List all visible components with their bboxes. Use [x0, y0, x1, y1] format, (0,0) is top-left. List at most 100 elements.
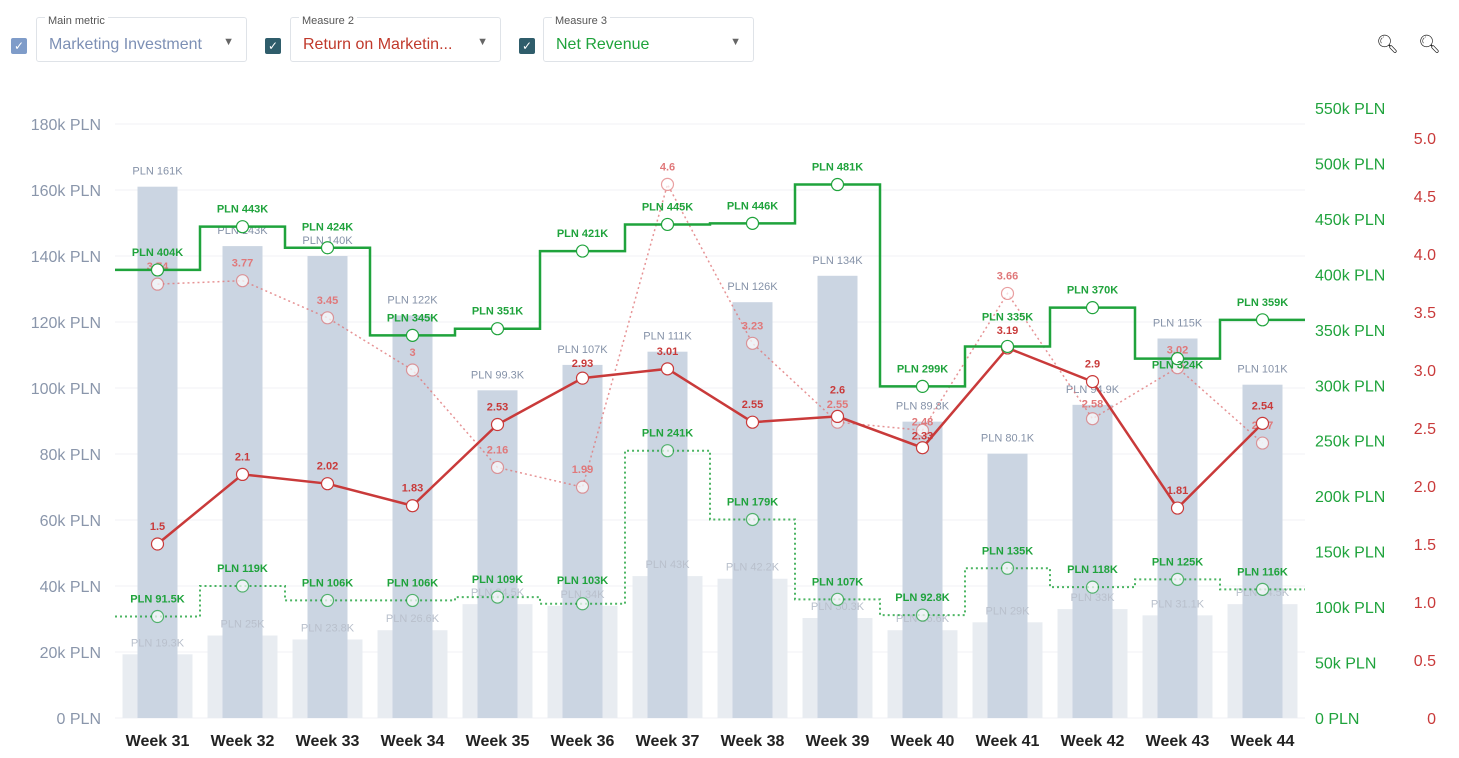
prev-investment-label: PLN 26.6K [386, 613, 440, 625]
measure3-select[interactable]: Measure 3 Net Revenue ▼ [543, 15, 754, 62]
x-axis-tick: Week 36 [551, 733, 615, 750]
prev-roi-point [575, 480, 590, 494]
main-metric-caption: Main metric [45, 15, 108, 27]
roi-point [745, 415, 760, 429]
investment-label: PLN 122K [387, 294, 438, 306]
net-revenue-point [745, 216, 760, 230]
left-axis-tick: 120k PLN [31, 315, 101, 332]
investment-label: PLN 115K [1153, 318, 1203, 330]
right-axis-green-tick: 350k PLN [1315, 323, 1385, 340]
measure2-checkbox[interactable]: ✓ [265, 38, 281, 54]
prev-net-revenue-point [1255, 582, 1270, 596]
prev-roi-label: 2.58 [1082, 399, 1103, 411]
net-revenue-point [915, 379, 930, 393]
right-axis-red-tick: 2.0 [1414, 479, 1436, 496]
investment-bar [987, 453, 1028, 718]
prev-roi-label: 3 [409, 347, 415, 359]
investment-label: PLN 140K [302, 235, 353, 247]
investment-label: PLN 126K [727, 281, 778, 293]
net-revenue-point [660, 217, 675, 232]
net-revenue-point [235, 220, 250, 234]
zoom-out-icon[interactable]: 🔍︎ [1418, 34, 1441, 54]
prev-roi-label: 3.45 [317, 295, 338, 307]
roi-label: 2.33 [912, 431, 933, 443]
right-axis-green-tick: 150k PLN [1315, 545, 1385, 562]
prev-net-revenue-label: PLN 116K [1237, 566, 1288, 578]
roi-label: 1.83 [402, 483, 423, 495]
prev-roi-point [235, 274, 250, 288]
x-axis-tick: Week 38 [721, 733, 785, 750]
left-axis-tick: 160k PLN [31, 183, 101, 200]
investment-label: PLN 94.9K [1066, 384, 1120, 396]
prev-investment-label: PLN 31.1K [1151, 598, 1205, 610]
net-revenue-point [1085, 301, 1100, 315]
prev-net-revenue-point [1085, 580, 1100, 594]
net-revenue-label: PLN 335K [982, 311, 1033, 323]
investment-bar [1242, 384, 1283, 718]
investment-label: PLN 134K [812, 255, 863, 267]
roi-label: 2.55 [742, 399, 763, 411]
x-axis-tick: Week 42 [1061, 733, 1125, 750]
prev-roi-point [1000, 286, 1015, 301]
net-revenue-point [575, 244, 590, 258]
roi-label: 1.5 [150, 521, 165, 533]
roi-line [156, 346, 1264, 545]
zoom-in-icon[interactable]: 🔍︎ [1376, 34, 1399, 54]
roi-label: 2.93 [572, 358, 593, 370]
prev-net-revenue-label: PLN 107K [812, 576, 863, 588]
main-metric-checkbox[interactable]: ✓ [11, 38, 27, 54]
net-revenue-label: PLN 404K [132, 247, 183, 259]
left-axis-tick: 80k PLN [40, 447, 101, 464]
roi-label: 2.54 [1252, 400, 1274, 412]
net-revenue-label: PLN 421K [557, 228, 608, 240]
prev-net-revenue-label: PLN 106K [302, 577, 353, 589]
x-axis-tick: Week 41 [976, 733, 1040, 750]
right-axis-red-tick: 0 [1427, 711, 1436, 728]
right-axis-green-tick: 200k PLN [1315, 489, 1385, 506]
roi-point [1085, 375, 1100, 389]
prev-roi-point [745, 336, 760, 350]
roi-point [915, 441, 930, 455]
left-axis-tick: 0 PLN [57, 711, 101, 728]
prev-net-revenue-label: PLN 241K [642, 428, 693, 440]
net-revenue-label: PLN 351K [472, 306, 523, 318]
right-axis-green-tick: 250k PLN [1315, 434, 1385, 451]
roi-label: 2.53 [487, 402, 508, 414]
prev-net-revenue-point [745, 512, 760, 527]
right-axis-green-tick: 100k PLN [1315, 600, 1385, 617]
x-axis-tick: Week 33 [296, 733, 360, 750]
roi-label: 1.81 [1167, 485, 1188, 497]
roi-point [660, 362, 675, 376]
chevron-down-icon: ▼ [477, 36, 488, 48]
x-axis-tick: Week 40 [891, 733, 955, 750]
prev-net-revenue-label: PLN 125K [1152, 556, 1203, 568]
prev-net-revenue-point [1170, 572, 1185, 586]
right-axis-red-tick: 0.5 [1414, 653, 1436, 670]
right-axis-red-tick: 3.5 [1414, 305, 1436, 322]
prev-net-revenue-point [320, 593, 335, 608]
prev-roi-point [1085, 412, 1100, 426]
prev-roi-point [660, 177, 675, 191]
prev-net-revenue-point [405, 593, 420, 608]
investment-bar [392, 315, 433, 718]
main-metric-select[interactable]: Main metric Marketing Investment ▼ [36, 15, 247, 62]
net-revenue-label: PLN 324K [1152, 360, 1203, 372]
right-axis-green-tick: 550k PLN [1315, 101, 1385, 118]
chevron-down-icon: ▼ [223, 36, 234, 48]
roi-point [575, 371, 590, 385]
net-revenue-point [320, 241, 335, 255]
investment-bar [902, 421, 943, 718]
prev-investment-label: PLN 29K [985, 605, 1030, 617]
left-axis-tick: 40k PLN [40, 579, 101, 596]
prev-net-revenue-point [1000, 561, 1015, 575]
prev-investment-label: PLN 34K [560, 589, 605, 601]
right-axis-green-tick: 500k PLN [1315, 156, 1385, 173]
right-axis-red-tick: 5.0 [1414, 131, 1436, 148]
measure2-select[interactable]: Measure 2 Return on Marketin... ▼ [290, 15, 501, 62]
x-axis-tick: Week 32 [211, 733, 275, 750]
left-axis-tick: 20k PLN [40, 645, 101, 662]
right-axis-red-tick: 1.5 [1414, 537, 1436, 554]
investment-label: PLN 99.3K [471, 369, 525, 381]
measure3-checkbox[interactable]: ✓ [519, 38, 535, 54]
